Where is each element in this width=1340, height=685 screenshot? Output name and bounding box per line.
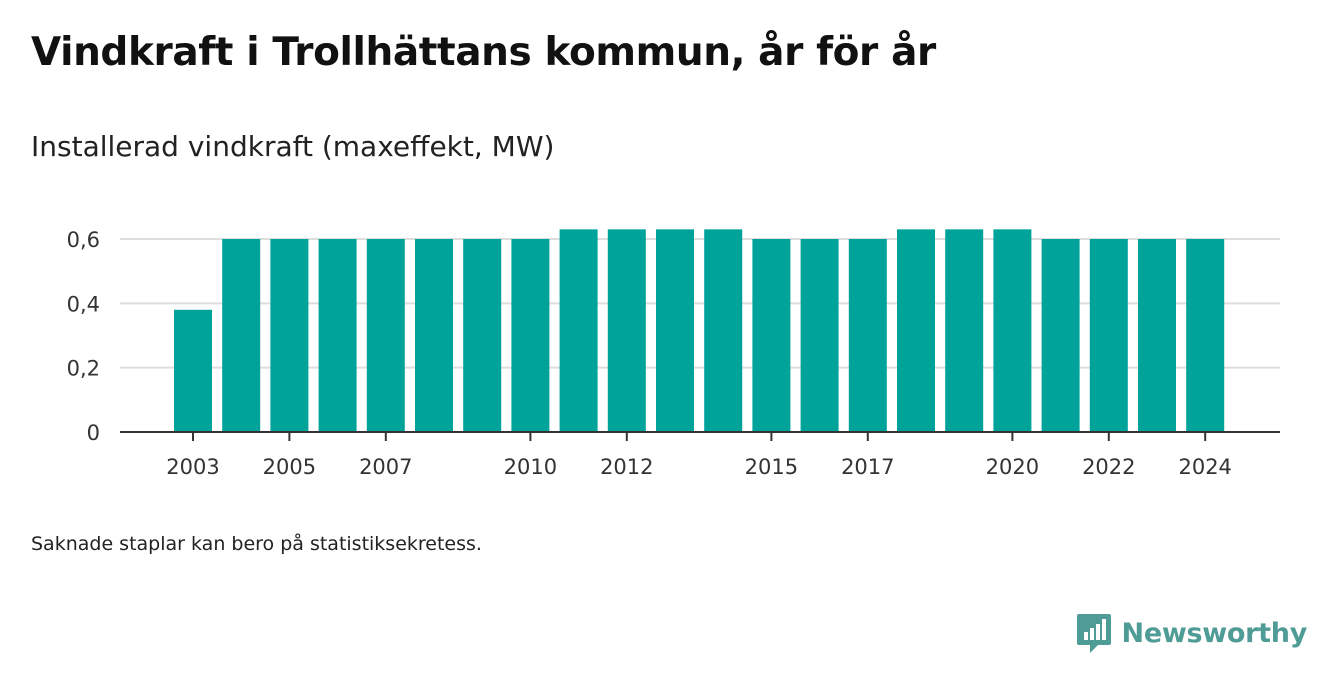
x-tick-label: 2012 [600, 455, 653, 479]
bar [174, 309, 212, 432]
bar [1089, 239, 1128, 432]
bar [318, 239, 357, 432]
x-tick-label: 2010 [504, 455, 557, 479]
bar [656, 229, 694, 432]
bar [752, 239, 791, 432]
chart-subtitle: Installerad vindkraft (maxeffekt, MW) [31, 130, 555, 163]
bar [993, 229, 1032, 432]
x-tick-label: 2015 [745, 455, 798, 479]
x-tick-label: 2017 [841, 455, 894, 479]
footnote: Saknade staplar kan bero på statistiksek… [31, 533, 482, 555]
x-tick-label: 2024 [1178, 455, 1231, 479]
bar [1041, 239, 1080, 432]
y-tick-label: 0,4 [67, 292, 100, 316]
bar [222, 239, 261, 432]
bar [1186, 239, 1225, 432]
newsworthy-logo-icon [1076, 614, 1111, 653]
bar [848, 239, 887, 432]
x-tick-label: 2005 [263, 455, 316, 479]
bar [511, 239, 550, 432]
bar [607, 229, 646, 432]
bar-chart: 0 0,2 0,4 0,6 2003 2005 2007 2010 2012 2015 2017 20… [67, 228, 1280, 479]
y-tick-label: 0 [87, 421, 100, 445]
chart-title: Vindkraft i Trollhättans kommun, år för … [31, 30, 936, 75]
brand-logo: Newsworthy [1076, 612, 1307, 654]
x-tick-label: 2020 [986, 455, 1039, 479]
bar [415, 239, 453, 432]
x-tick-label: 2022 [1082, 455, 1135, 479]
bar [559, 229, 598, 432]
bar [463, 239, 502, 432]
y-tick-label: 0,2 [67, 357, 100, 381]
bar [800, 239, 839, 432]
bar [704, 229, 743, 432]
bar [366, 239, 405, 432]
y-tick-label: 0,6 [67, 228, 100, 252]
bar [897, 229, 935, 432]
bar [270, 239, 309, 432]
bar [945, 229, 984, 432]
brand-name: Newsworthy [1121, 617, 1308, 649]
x-tick-label: 2007 [359, 455, 412, 479]
x-tick-label: 2003 [166, 455, 219, 479]
bar [1138, 239, 1176, 432]
